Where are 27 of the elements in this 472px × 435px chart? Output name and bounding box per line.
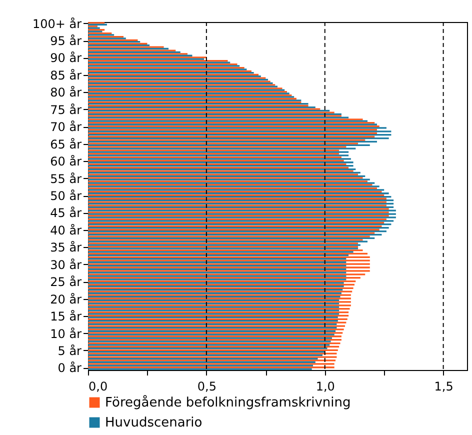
y-tick-label: 85 år [50, 68, 82, 82]
legend-label: Föregående befolkningsframskrivning [105, 394, 351, 410]
x-tick-label: 1,0 [316, 380, 335, 394]
y-tick-label: 45 år [50, 206, 82, 220]
y-tick-label: 60 år [50, 154, 82, 169]
y-tick-label: 75 år [50, 102, 82, 117]
y-tick-label: 100+ år [32, 16, 82, 31]
y-tick-label: 50 år [50, 189, 82, 203]
x-tick-label: 1,5 [434, 380, 454, 394]
y-tick-label: 70 år [50, 120, 82, 134]
y-tick-label: 25 år [50, 275, 82, 290]
y-tick-label: 5 år [58, 344, 82, 358]
y-tick-label: 95 år [50, 34, 82, 48]
y-tick-label: 15 år [50, 310, 82, 324]
x-tick-label: 0,0 [88, 380, 108, 394]
y-tick-label: 90 år [50, 51, 82, 66]
y-tick-label: 55 år [50, 172, 82, 186]
y-tick-label: 65 år [50, 137, 82, 152]
y-tick-label: 0 år [58, 361, 82, 376]
y-tick-label: 30 år [50, 258, 82, 272]
legend-label: Huvudscenario [105, 416, 202, 430]
y-tick-label: 35 år [50, 240, 82, 255]
x-tick-label: 0,5 [197, 380, 216, 394]
y-tick-label: 80 år [50, 86, 82, 100]
y-tick-label: 40 år [50, 223, 82, 238]
y-tick-label: 10 år [50, 326, 82, 341]
y-tick-label: 20 år [50, 292, 82, 306]
